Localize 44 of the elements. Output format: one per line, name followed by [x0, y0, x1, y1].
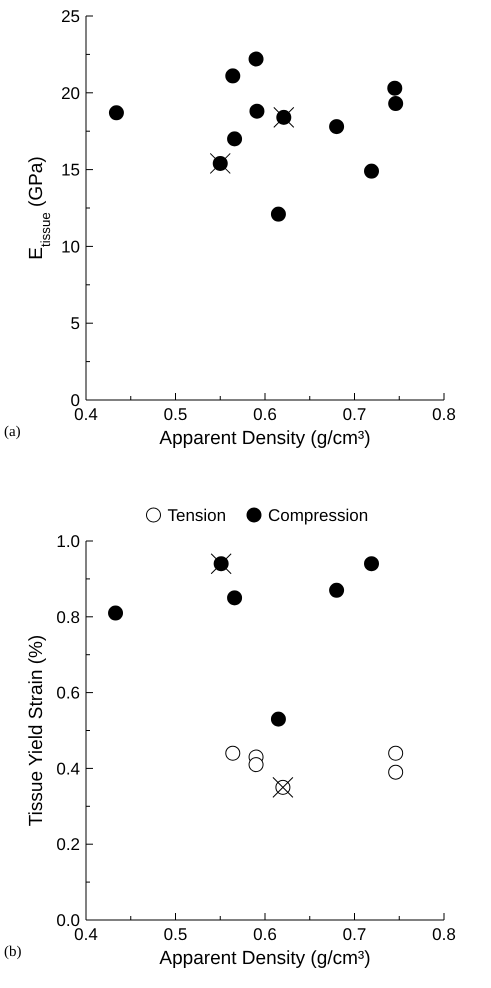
y-tick-label: 25	[61, 6, 80, 26]
y-tick-label: 0.8	[56, 608, 80, 627]
x-tick-label: 0.6	[253, 925, 277, 944]
point	[387, 80, 402, 96]
point	[329, 119, 344, 134]
x-tick-label: 0.8	[432, 405, 456, 424]
y-tick-label: 5	[70, 314, 80, 334]
point	[388, 746, 404, 761]
point	[388, 96, 404, 112]
x-tick-label: 0.7	[342, 925, 366, 944]
point	[227, 131, 242, 146]
y-tick-label: 0.6	[56, 684, 80, 703]
text: (b)	[4, 944, 22, 960]
x-axis-title: Apparent Density (g/cm³)	[159, 428, 371, 449]
y-tick-label: 15	[61, 160, 80, 180]
point	[225, 68, 240, 84]
x-tick-label: 0.8	[432, 925, 456, 944]
x-axis-title: Apparent Density (g/cm³)	[159, 948, 371, 969]
legend-label: Compression	[268, 506, 368, 525]
point	[364, 556, 380, 572]
y-tick-label: 0.4	[56, 759, 80, 778]
x-tick-label: 0.5	[164, 405, 188, 424]
legend-label: Tension	[168, 506, 226, 525]
point	[248, 757, 264, 772]
point	[227, 590, 242, 606]
point	[388, 764, 404, 780]
point	[329, 582, 344, 598]
x-tick-label: 0.7	[342, 405, 366, 424]
point	[108, 105, 124, 120]
y-tick-label: 10	[61, 237, 80, 256]
x-tick-label: 0.5	[164, 925, 188, 944]
point	[249, 104, 264, 119]
text: (a)	[4, 424, 21, 440]
point	[364, 164, 380, 179]
y-tick-label: 20	[61, 84, 80, 103]
point	[248, 52, 264, 67]
y-tick-label: 1.0	[56, 532, 80, 551]
point	[270, 712, 286, 727]
y-axis-title: Tissue Yield Strain (%)	[26, 634, 47, 826]
point	[225, 746, 240, 761]
x-tick-label: 0.6	[253, 405, 277, 424]
y-tick-label: 0.2	[56, 835, 80, 854]
point	[108, 606, 124, 621]
point	[270, 206, 286, 222]
